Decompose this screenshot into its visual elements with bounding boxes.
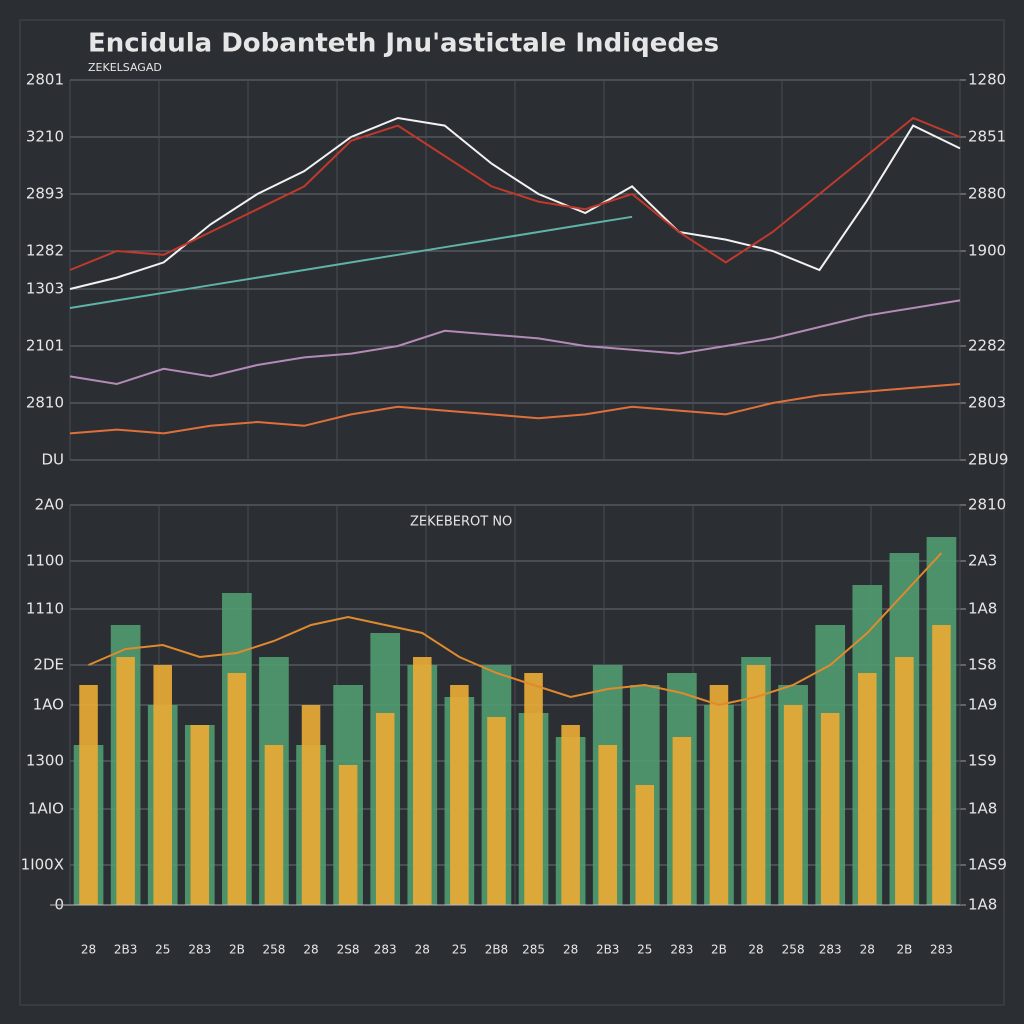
y2-tick-label: 2A3 [968,552,997,570]
x-tick-label: 25 [155,943,170,957]
annotation: ZEKEBEROT NO [410,515,512,530]
x-tick-label: 2B8 [485,943,509,957]
bar [672,737,692,905]
x-tick-label: 28 [81,943,96,957]
bar [820,713,840,905]
y-tick-label: 1AO [33,696,64,714]
y2-tick-label: 1900 [968,242,1006,260]
x-tick-label: 25 [452,943,467,957]
bar [932,625,951,905]
y2-tick-label: 1A8 [968,800,997,818]
y-tick-label: DU [41,451,64,469]
x-tick-label: 2B [229,943,245,957]
y-tick-label: 1282 [26,242,64,260]
x-tick-label: 28 [748,943,763,957]
chart-title: Encidula Dobanteth Jnu'astictale Indiqed… [88,29,719,59]
bar [375,713,395,905]
bar [561,725,580,905]
bar [338,765,358,905]
y2-tick-label: 1280 [968,71,1006,89]
y-tick-label: 2801 [26,71,64,89]
y2-tick-label: 1S9 [968,752,997,770]
y-tick-label: 1300 [26,752,64,770]
line-series [69,116,961,271]
x-tick-label: 258 [263,943,286,957]
y-tick-label: 1110 [26,600,64,618]
y-tick-label: 1AIO [28,800,64,818]
x-tick-label: 2B [711,943,727,957]
y2-tick-label: 2BU9 [968,451,1008,469]
bar [264,745,284,905]
bar [598,745,617,905]
x-tick-label: 283 [930,943,953,957]
x-tick-label: 283 [374,943,397,957]
bar [858,673,877,905]
y-tick-label: 2A0 [35,496,64,514]
line-series [69,383,961,435]
bar [746,665,766,905]
y-tick-label: 2DE [33,656,64,674]
bar [79,685,98,905]
y2-tick-label: 1A9 [968,696,997,714]
bar [895,657,914,905]
y-tick-label: 1303 [26,280,64,298]
y-tick-label: 1100 [26,552,64,570]
line-series [69,215,633,309]
y2-tick-label: 1A8 [968,896,997,914]
y-tick-label: 3210 [26,128,64,146]
x-tick-label: 28 [415,943,430,957]
x-tick-label: 285 [522,943,545,957]
x-tick-label: 283 [670,943,693,957]
bar [153,665,172,905]
x-tick-label: 28 [563,943,578,957]
bar [524,673,543,905]
line-series [69,116,961,290]
y-tick-label: 2101 [26,337,64,355]
bar [116,657,135,905]
x-tick-label: 28 [860,943,875,957]
y-tick-label: 1I00X [21,856,64,874]
y2-tick-label: 2851 [968,128,1006,146]
x-tick-label: 2B3 [114,943,138,957]
x-tick-label: 283 [188,943,211,957]
y2-tick-label: 2880 [968,185,1006,203]
x-tick-label: 25 [637,943,652,957]
chart-subtitle: ZEKELSAGAD [88,61,162,74]
y2-tick-label: 2810 [968,496,1006,514]
bar [487,717,506,905]
y-tick-label: 2893 [26,185,64,203]
line-series [69,299,961,386]
y2-tick-label: 1S8 [968,656,997,674]
x-tick-label: 2S8 [337,943,360,957]
x-tick-label: 2B [896,943,912,957]
bar [227,673,247,905]
bar [413,657,432,905]
y2-tick-label: 1AS9 [968,856,1007,874]
x-tick-label: 283 [819,943,842,957]
bar [783,705,803,905]
y2-tick-label: 1A8 [968,600,997,618]
trend-line [88,552,943,707]
bar [301,705,321,905]
y2-tick-label: 2282 [968,337,1006,355]
y2-tick-label: 2803 [968,394,1006,412]
x-tick-label: 258 [782,943,805,957]
bar [450,685,469,905]
bar [190,725,210,905]
x-tick-label: 28 [303,943,318,957]
x-tick-label: 2B3 [596,943,620,957]
y-tick-label: 2810 [26,394,64,412]
frame [19,19,1005,1006]
bar [709,685,729,905]
bar [635,785,655,905]
